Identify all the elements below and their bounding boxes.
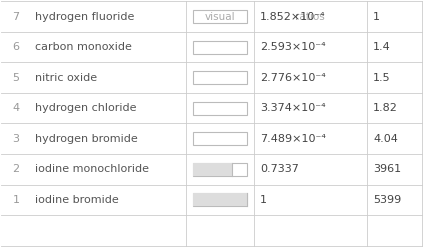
Bar xyxy=(192,163,247,176)
Text: 0.7337: 0.7337 xyxy=(260,164,299,174)
Bar xyxy=(192,163,233,176)
Bar xyxy=(192,132,247,145)
Text: 1.4: 1.4 xyxy=(373,42,391,52)
Text: 2.776×10⁻⁴: 2.776×10⁻⁴ xyxy=(260,73,326,83)
Text: ratios: ratios xyxy=(295,12,325,22)
Text: iodine monochloride: iodine monochloride xyxy=(35,164,149,174)
Text: hydrogen bromide: hydrogen bromide xyxy=(35,134,138,144)
Text: 3: 3 xyxy=(13,134,19,144)
Text: 2: 2 xyxy=(13,164,19,174)
Bar xyxy=(192,193,247,206)
Text: hydrogen chloride: hydrogen chloride xyxy=(35,103,137,113)
Bar xyxy=(192,41,247,54)
Text: 1.82: 1.82 xyxy=(373,103,398,113)
Text: 7.489×10⁻⁴: 7.489×10⁻⁴ xyxy=(260,134,326,144)
Text: 4: 4 xyxy=(13,103,19,113)
Text: visual: visual xyxy=(205,12,235,22)
Text: 1.852×10⁻⁴: 1.852×10⁻⁴ xyxy=(260,12,325,22)
Text: 7: 7 xyxy=(13,12,19,22)
Bar xyxy=(192,193,247,206)
Text: 3961: 3961 xyxy=(373,164,401,174)
Text: 3.374×10⁻⁴: 3.374×10⁻⁴ xyxy=(260,103,325,113)
Text: 6: 6 xyxy=(13,42,19,52)
Text: 1: 1 xyxy=(13,195,19,205)
Text: carbon monoxide: carbon monoxide xyxy=(35,42,132,52)
Text: 5399: 5399 xyxy=(373,195,401,205)
Text: 1: 1 xyxy=(260,195,267,205)
Text: nitric oxide: nitric oxide xyxy=(35,73,97,83)
Bar xyxy=(192,71,247,84)
Bar xyxy=(192,10,247,23)
Text: 1: 1 xyxy=(373,12,380,22)
Bar xyxy=(192,102,247,115)
Text: 5: 5 xyxy=(13,73,19,83)
Text: 4.04: 4.04 xyxy=(373,134,398,144)
Text: 1.5: 1.5 xyxy=(373,73,391,83)
Text: 2.593×10⁻⁴: 2.593×10⁻⁴ xyxy=(260,42,325,52)
Text: hydrogen fluoride: hydrogen fluoride xyxy=(35,12,135,22)
Text: iodine bromide: iodine bromide xyxy=(35,195,119,205)
